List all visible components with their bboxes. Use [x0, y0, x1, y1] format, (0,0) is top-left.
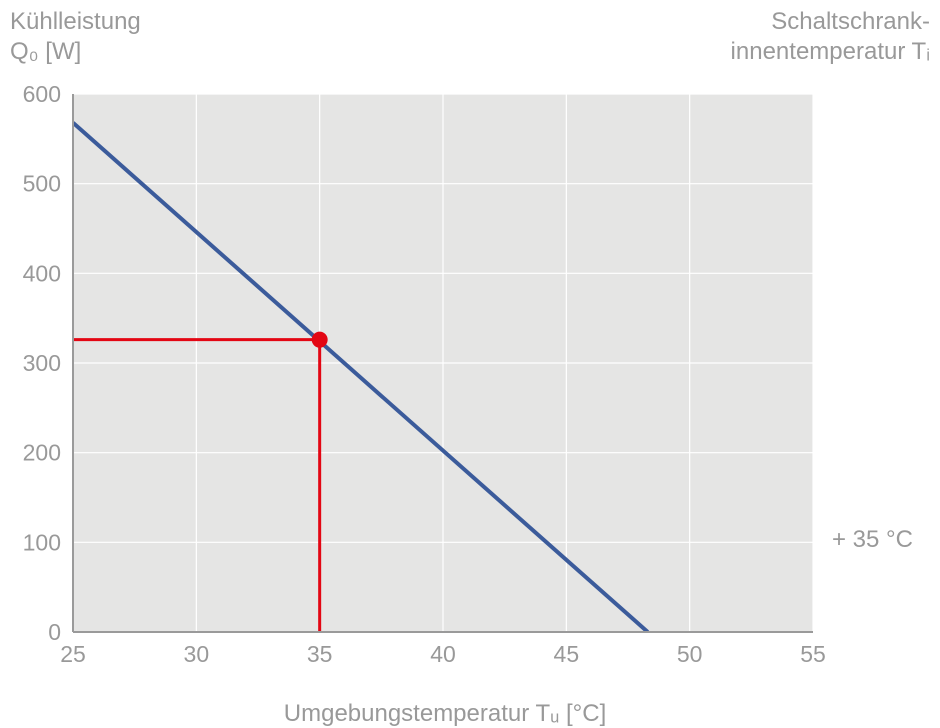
y-tick-label: 100 [23, 529, 61, 555]
x-tick-label: 55 [800, 641, 826, 667]
y-tick-label: 200 [23, 440, 61, 466]
y-tick-label: 600 [23, 81, 61, 107]
x-tick-label: 35 [307, 641, 333, 667]
chart-svg: 0 100 200 300 400 500 600 25 30 35 40 45 50 55 [0, 0, 940, 728]
y-tick-label: 0 [48, 619, 61, 645]
x-tick-label: 40 [430, 641, 456, 667]
x-tick-label: 45 [554, 641, 580, 667]
y-tick-label: 300 [23, 350, 61, 376]
chart-container: { "labels":{ "y_title_line1":"Kühlleistu… [0, 0, 940, 728]
y-tick-label: 500 [23, 171, 61, 197]
marker-point [312, 332, 328, 348]
x-tick-label: 25 [60, 641, 86, 667]
x-tick-label: 30 [184, 641, 210, 667]
x-tick-label: 50 [677, 641, 703, 667]
y-tick-label: 400 [23, 260, 61, 286]
